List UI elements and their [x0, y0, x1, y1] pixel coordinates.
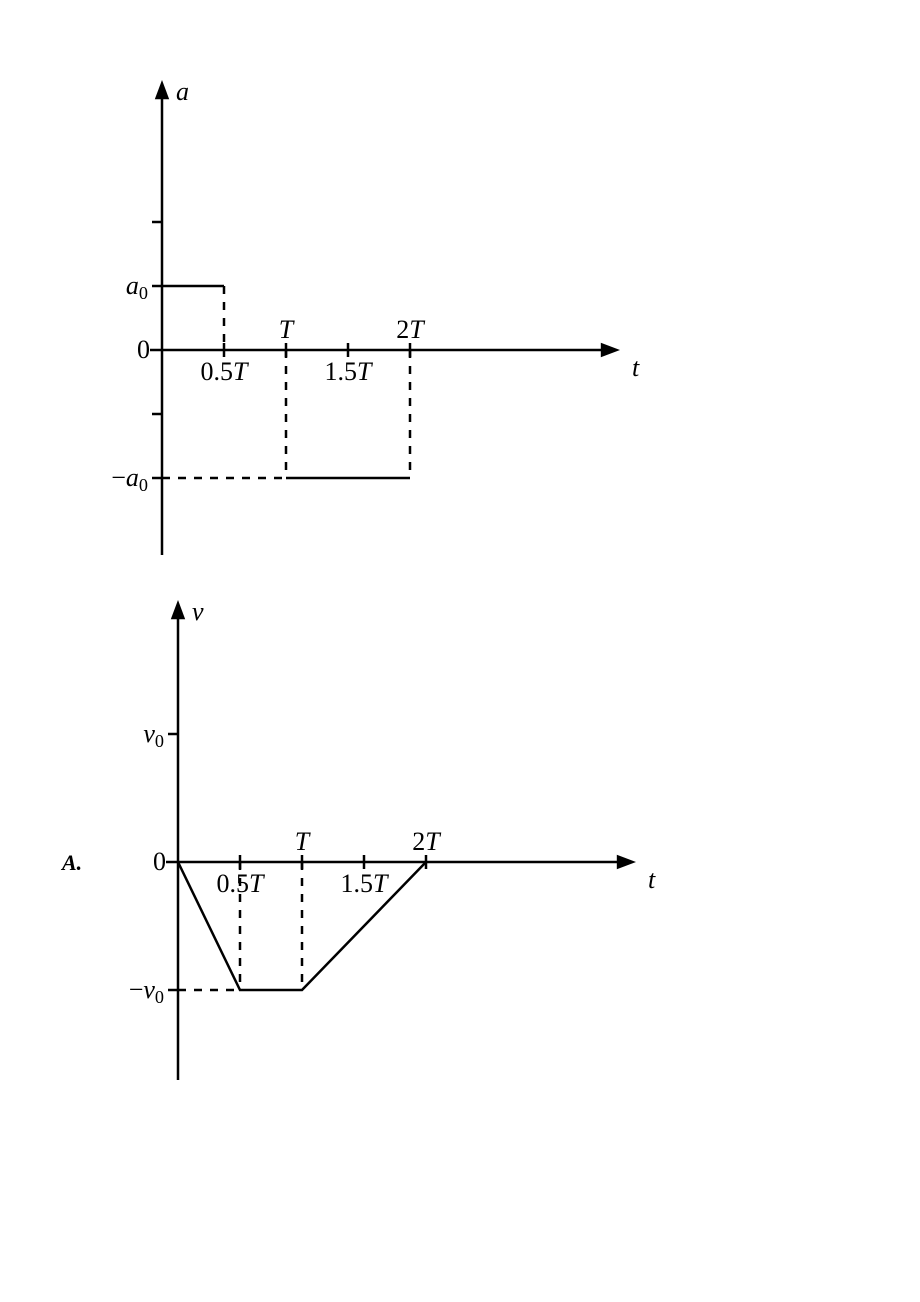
- chart-v-x-tick-label: 2T: [412, 827, 441, 856]
- chart-a-origin-label: 0: [137, 335, 150, 364]
- chart-v-x-tick-label: T: [295, 827, 311, 856]
- chart-a-x-tick-label: 1.5T: [325, 357, 374, 386]
- option-a-label: A.: [60, 850, 82, 875]
- figure-canvas: at0a0−a00.5TT1.5T2Tvt0v0−v00.5TT1.5T2TA.: [0, 0, 920, 1302]
- chart-a-x-tick-label: 0.5T: [201, 357, 250, 386]
- chart-a-y-label: a: [176, 77, 189, 106]
- chart-v-origin-label: 0: [153, 847, 166, 876]
- chart-v-x-tick-label: 1.5T: [341, 869, 390, 898]
- chart-v-y-label: v: [192, 597, 204, 626]
- chart-a-x-label: t: [632, 353, 640, 382]
- chart-v-y-tick-label: −v0: [129, 975, 164, 1007]
- chart-a-y-tick-label: a0: [126, 271, 148, 303]
- chart-v-x-label: t: [648, 865, 656, 894]
- chart-v-y-tick-label: v0: [143, 719, 164, 751]
- chart-a-x-tick-label: 2T: [396, 315, 425, 344]
- chart-a-x-tick-label: T: [279, 315, 295, 344]
- chart-a-y-tick-label: −a0: [111, 463, 148, 495]
